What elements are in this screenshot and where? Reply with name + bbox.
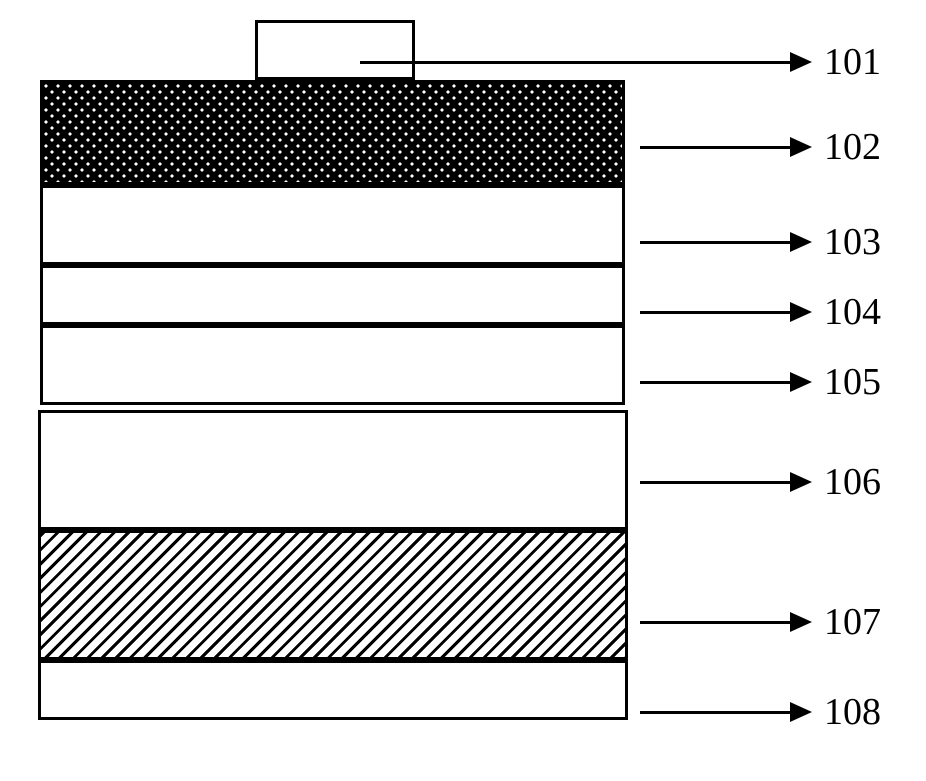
arrow-106: 106: [640, 460, 881, 504]
arrow-head-icon: [790, 372, 812, 392]
arrow-head-icon: [790, 612, 812, 632]
label-107: 107: [824, 600, 881, 644]
layer-106: [38, 410, 628, 530]
arrow-103: 103: [640, 220, 881, 264]
arrow-head-icon: [790, 137, 812, 157]
arrow-head-icon: [790, 52, 812, 72]
layer-102: [40, 80, 625, 185]
arrow-102: 102: [640, 125, 881, 169]
label-102: 102: [824, 125, 881, 169]
arrow-107: 107: [640, 600, 881, 644]
label-104: 104: [824, 290, 881, 334]
arrow-head-icon: [790, 302, 812, 322]
layer-107: [38, 530, 628, 660]
label-101: 101: [824, 40, 881, 84]
arrow-101: 101: [360, 40, 881, 84]
arrow-108: 108: [640, 690, 881, 734]
arrow-head-icon: [790, 472, 812, 492]
label-105: 105: [824, 360, 881, 404]
arrow-head-icon: [790, 232, 812, 252]
arrow-104: 104: [640, 290, 881, 334]
label-103: 103: [824, 220, 881, 264]
layer-105: [40, 325, 625, 405]
layer-108: [38, 660, 628, 720]
arrow-head-icon: [790, 702, 812, 722]
arrow-105: 105: [640, 360, 881, 404]
layer-103: [40, 185, 625, 265]
label-108: 108: [824, 690, 881, 734]
layer-104: [40, 265, 625, 325]
label-106: 106: [824, 460, 881, 504]
